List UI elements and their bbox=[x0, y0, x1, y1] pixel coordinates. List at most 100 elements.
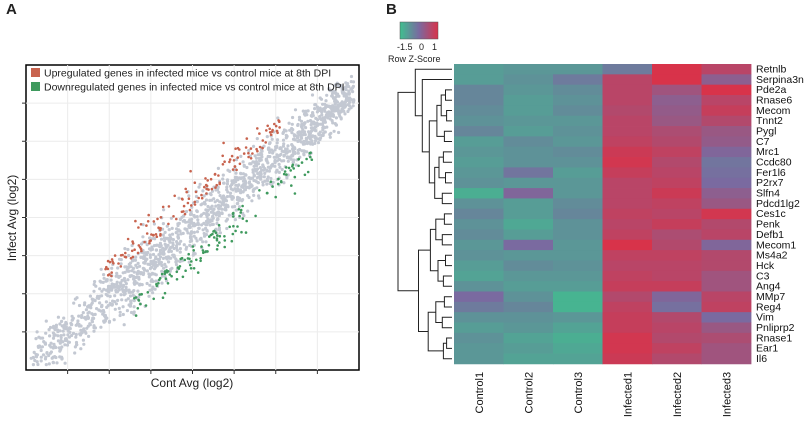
heatmap-cell bbox=[503, 198, 554, 210]
scatter-point-other bbox=[267, 169, 271, 173]
scatter-point-other bbox=[152, 236, 156, 240]
scatter-point-down bbox=[152, 297, 155, 301]
scatter-point-other bbox=[314, 122, 319, 126]
scatter-point-other bbox=[301, 122, 305, 126]
color-key-tick-low: -1.5 bbox=[397, 42, 413, 52]
scatter-point-other bbox=[138, 264, 142, 268]
scatter-point-other bbox=[226, 204, 230, 208]
scatter-point-other bbox=[106, 304, 110, 308]
scatter-point-other bbox=[204, 219, 208, 224]
scatter-point-other bbox=[282, 153, 286, 157]
scatter-point-other bbox=[343, 112, 347, 116]
scatter-point-other bbox=[98, 301, 102, 305]
scatter-point-other bbox=[132, 312, 136, 316]
heatmap-row-label: Pnliprp2 bbox=[756, 322, 795, 334]
heatmap-cell bbox=[652, 64, 702, 75]
scatter-point-down bbox=[180, 256, 184, 260]
scatter-point-down bbox=[140, 292, 143, 296]
heatmap-cell bbox=[602, 301, 653, 313]
scatter-point-up bbox=[231, 168, 235, 171]
scatter-point-other bbox=[342, 91, 346, 95]
scatter-point-down bbox=[305, 157, 308, 161]
scatter-point-other bbox=[318, 122, 322, 126]
scatter-point-other bbox=[152, 222, 156, 226]
scatter-point-other bbox=[178, 250, 182, 254]
scatter-point-other bbox=[44, 363, 48, 367]
scatter-point-up bbox=[106, 267, 110, 271]
scatter-point-other bbox=[245, 185, 249, 189]
heatmap-cell bbox=[652, 146, 702, 158]
heatmap-cell bbox=[553, 312, 603, 323]
color-key-tick-high: 1 bbox=[432, 42, 437, 52]
heatmap-column-label: Control1 bbox=[474, 372, 486, 414]
scatter-point-other bbox=[237, 176, 241, 180]
scatter-point-other bbox=[100, 289, 104, 293]
scatter-point-up bbox=[182, 204, 186, 208]
scatter-point-other bbox=[250, 199, 254, 203]
scatter-point-other bbox=[258, 166, 262, 170]
scatter-point-down bbox=[136, 307, 140, 310]
scatter-point-other bbox=[129, 310, 134, 315]
scatter-point-other bbox=[332, 114, 336, 118]
scatter-point-other bbox=[327, 87, 331, 91]
scatter-point-other bbox=[115, 280, 119, 284]
heatmap-row-label: Ang4 bbox=[756, 281, 781, 293]
heatmap-cell bbox=[701, 291, 752, 303]
scatter-point-up bbox=[249, 147, 253, 150]
scatter-point-up bbox=[247, 151, 250, 155]
heatmap-cell bbox=[553, 136, 603, 148]
heatmap-cell bbox=[701, 95, 752, 106]
scatter-point-up bbox=[123, 255, 127, 259]
heatmap-cell bbox=[553, 157, 603, 168]
scatter-point-other bbox=[110, 284, 114, 288]
scatter-point-other bbox=[234, 208, 238, 212]
scatter-point-other bbox=[260, 155, 264, 159]
scatter-point-other bbox=[336, 92, 340, 96]
scatter-point-other bbox=[323, 109, 327, 113]
scatter-point-other bbox=[221, 173, 225, 177]
scatter-point-other bbox=[158, 255, 163, 259]
scatter-point-other bbox=[291, 128, 295, 132]
scatter-point-down bbox=[189, 267, 193, 270]
heatmap-cell bbox=[602, 74, 653, 86]
scatter-point-other bbox=[314, 116, 318, 120]
scatter-point-down bbox=[284, 166, 288, 169]
scatter-point-other bbox=[290, 122, 294, 126]
scatter-point-other bbox=[318, 96, 322, 100]
scatter-point-other bbox=[142, 267, 146, 271]
heatmap-column-label: Infected1 bbox=[622, 372, 634, 417]
scatter-point-other bbox=[192, 230, 196, 234]
scatter-point-other bbox=[214, 204, 218, 208]
scatter-point-other bbox=[120, 298, 124, 302]
heatmap-cell bbox=[602, 343, 653, 354]
heatmap-cell bbox=[652, 157, 702, 168]
heatmap-row-label: Mecom1 bbox=[756, 239, 796, 251]
scatter-point-other bbox=[322, 117, 326, 121]
scatter-point-other bbox=[53, 327, 57, 332]
scatter-point-other bbox=[152, 263, 156, 267]
heatmap-cell bbox=[454, 95, 504, 106]
scatter-point-up bbox=[140, 249, 143, 253]
scatter-point-other bbox=[71, 318, 75, 322]
dendrogram-branch bbox=[414, 68, 452, 117]
scatter-point-other bbox=[261, 183, 265, 187]
scatter-point-other bbox=[329, 131, 333, 135]
scatter-point-other bbox=[273, 148, 277, 152]
scatter-point-other bbox=[95, 307, 99, 311]
heatmap-row-label: Defb1 bbox=[756, 229, 784, 241]
heatmap-cell bbox=[652, 177, 702, 189]
scatter-point-other bbox=[179, 239, 183, 243]
heatmap-cell bbox=[602, 126, 653, 137]
scatter-point-down bbox=[215, 248, 219, 251]
scatter-point-other bbox=[255, 137, 259, 141]
scatter-point-down bbox=[300, 161, 304, 164]
scatter-point-other bbox=[138, 271, 142, 275]
scatter-point-other bbox=[265, 135, 269, 139]
scatter-point-other bbox=[204, 208, 208, 212]
scatter-point-down bbox=[276, 182, 280, 186]
row-dendrogram bbox=[397, 68, 452, 360]
scatter-point-other bbox=[81, 328, 85, 332]
heatmap-row-label: Pde2a bbox=[756, 84, 787, 96]
scatter-point-other bbox=[127, 253, 131, 258]
heatmap-cell bbox=[503, 74, 554, 86]
